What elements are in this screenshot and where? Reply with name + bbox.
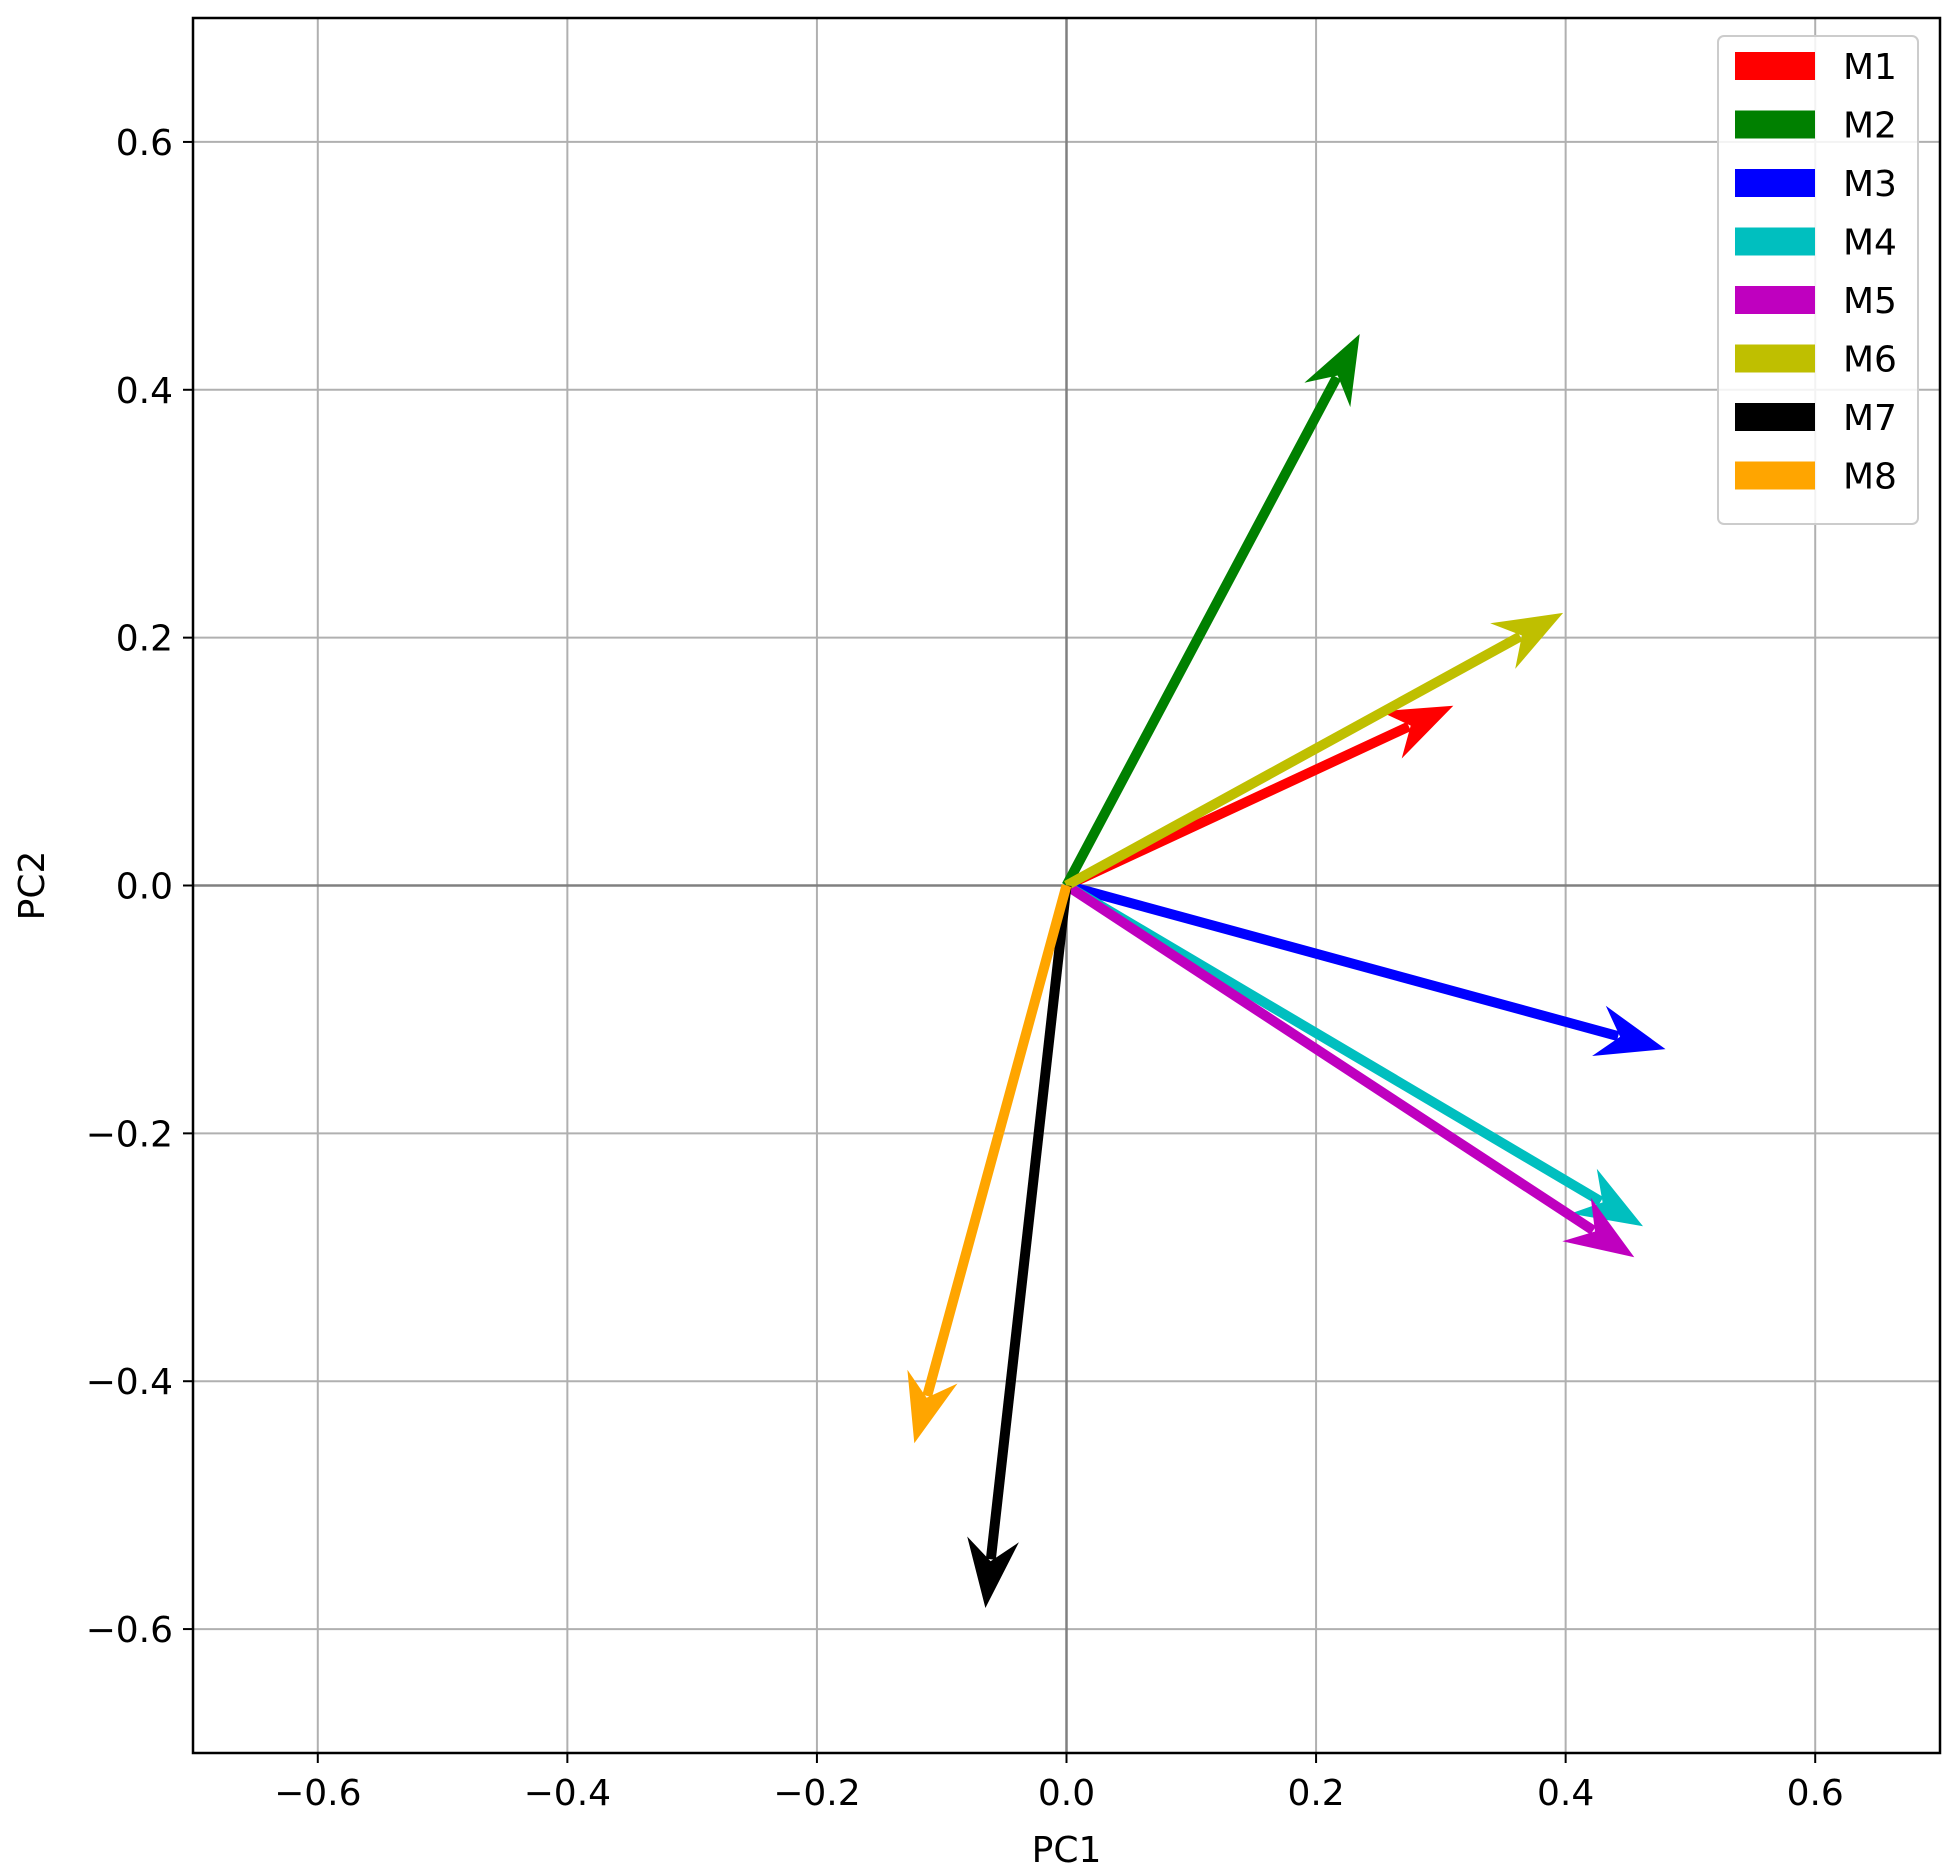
arrow-m2 — [1062, 334, 1360, 888]
y-tick-label: −0.4 — [86, 1362, 173, 1403]
arrow-m7 — [967, 884, 1072, 1608]
x-tick-label: 0.4 — [1537, 1773, 1594, 1814]
legend: M1 M2 M3 M4 M5 M6 M7 M8 — [1717, 35, 1919, 525]
arrow-head — [907, 1369, 958, 1444]
legend-label: M7 — [1843, 398, 1897, 439]
arrow-head — [1304, 334, 1360, 408]
arrow-head — [1490, 612, 1564, 669]
arrow-shaft — [1065, 880, 1620, 1041]
legend-item-m6: M6 — [1735, 340, 1897, 381]
x-tick-label: 0.0 — [1038, 1773, 1095, 1814]
legend-swatch — [1735, 344, 1815, 373]
y-tick-label: 0.2 — [116, 619, 173, 660]
legend-swatch — [1735, 110, 1815, 139]
arrow-shaft — [1063, 881, 1597, 1235]
x-axis-ticks: −0.6 −0.4 −0.2 0.0 0.2 0.4 0.6 — [274, 1753, 1844, 1814]
legend-item-m3: M3 — [1735, 164, 1897, 205]
x-tick-label: −0.2 — [773, 1773, 860, 1814]
y-tick-label: −0.2 — [86, 1114, 173, 1155]
arrow-head — [1562, 1197, 1635, 1258]
legend-item-m2: M2 — [1735, 106, 1897, 147]
legend-label: M5 — [1843, 281, 1897, 322]
legend-item-m7: M7 — [1735, 398, 1897, 439]
x-tick-label: −0.4 — [524, 1773, 611, 1814]
x-tick-label: −0.6 — [274, 1773, 361, 1814]
legend-item-m4: M4 — [1735, 223, 1897, 264]
arrow-shaft — [1062, 374, 1342, 888]
legend-label: M3 — [1843, 164, 1897, 205]
arrow-m5 — [1063, 881, 1635, 1258]
y-axis-ticks: −0.6 −0.4 −0.2 0.0 0.2 0.4 0.6 — [86, 123, 193, 1651]
loading-arrows — [907, 334, 1666, 1608]
arrow-head — [1379, 705, 1454, 759]
legend-swatch — [1735, 403, 1815, 431]
y-tick-label: 0.0 — [116, 867, 173, 908]
x-tick-label: 0.2 — [1287, 1773, 1344, 1814]
y-tick-label: 0.6 — [116, 123, 173, 164]
y-tick-label: 0.4 — [116, 371, 173, 412]
y-tick-label: −0.6 — [86, 1610, 173, 1651]
legend-swatch — [1735, 169, 1815, 197]
arrow-head — [967, 1536, 1019, 1608]
x-tick-label: 0.6 — [1787, 1773, 1844, 1814]
arrow-head — [1570, 1168, 1643, 1227]
legend-swatch — [1735, 52, 1815, 80]
legend-item-m1: M1 — [1735, 47, 1897, 88]
y-axis-title: PC2 — [12, 851, 53, 921]
legend-swatch — [1735, 461, 1815, 490]
arrow-m3 — [1065, 880, 1666, 1056]
legend-item-m8: M8 — [1735, 457, 1897, 498]
arrow-shaft — [922, 884, 1072, 1398]
legend-swatch — [1735, 227, 1815, 256]
legend-item-m5: M5 — [1735, 281, 1897, 322]
legend-label: M2 — [1843, 106, 1897, 147]
arrow-shaft — [985, 884, 1072, 1560]
legend-label: M4 — [1843, 223, 1897, 264]
arrow-shaft — [1064, 632, 1523, 890]
arrow-head — [1592, 1005, 1666, 1056]
x-axis-title: PC1 — [1032, 1830, 1102, 1871]
legend-label: M6 — [1843, 340, 1897, 381]
arrow-m6 — [1064, 612, 1564, 890]
arrow-m8 — [907, 884, 1072, 1444]
legend-box — [1717, 35, 1919, 525]
legend-swatch — [1735, 286, 1815, 314]
legend-label: M8 — [1843, 457, 1897, 498]
legend-label: M1 — [1843, 47, 1897, 88]
